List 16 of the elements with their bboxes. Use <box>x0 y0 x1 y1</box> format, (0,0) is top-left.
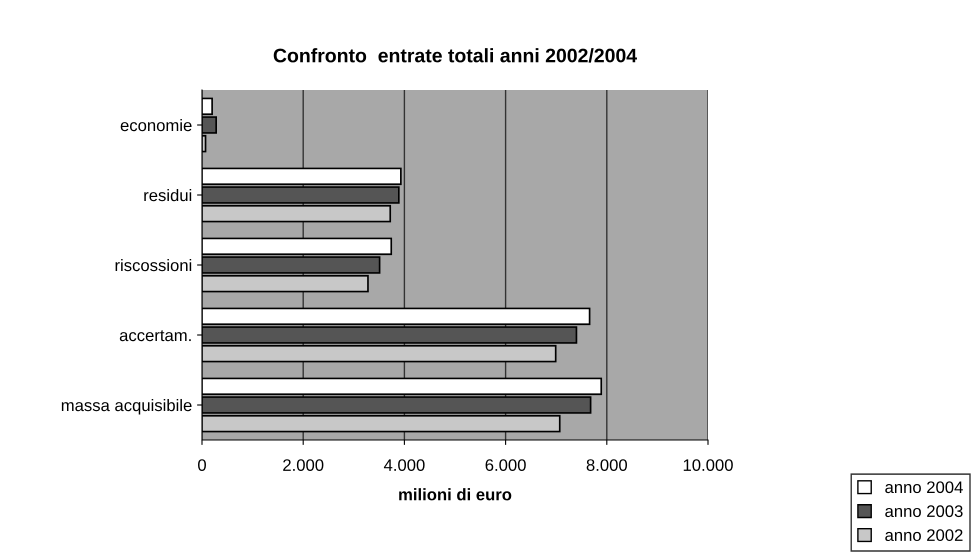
y-tick-label: economie <box>120 118 192 132</box>
legend-label: anno 2003 <box>885 505 963 518</box>
x-tick-label: 8.000 <box>586 459 628 471</box>
y-tick-label: massa acquisibile <box>62 398 192 414</box>
chart-title: Confronto entrate totali anni 2002/2004 <box>274 48 637 63</box>
y-tick-label: riscossioni <box>116 258 192 272</box>
x-tick-label: 6.000 <box>486 459 526 471</box>
y-tick-label: accertam. <box>120 330 191 342</box>
x-axis-title: milioni di euro <box>399 488 512 500</box>
y-tick-label: residui <box>144 188 192 202</box>
x-tick-label: 10.000 <box>684 459 733 471</box>
x-tick-label: 4.000 <box>384 459 425 471</box>
legend-label: anno 2004 <box>885 481 963 494</box>
x-tick-label: 2.000 <box>283 459 324 471</box>
legend-label: anno 2002 <box>885 529 963 542</box>
x-tick-label: 0 <box>198 459 206 471</box>
